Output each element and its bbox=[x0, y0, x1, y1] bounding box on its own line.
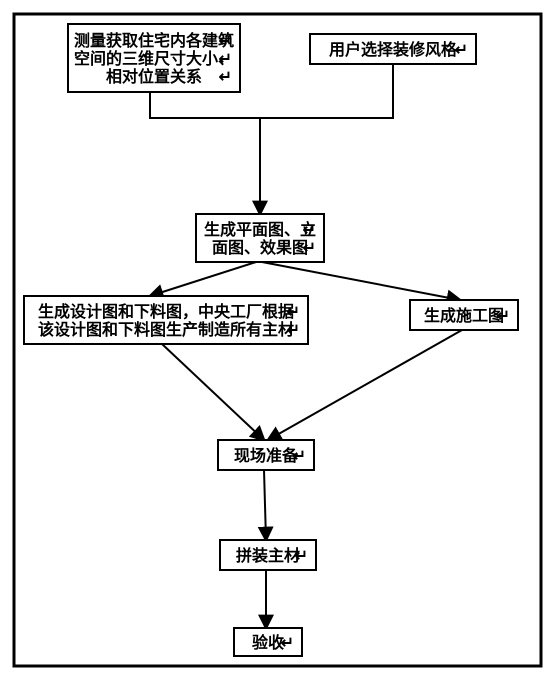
node-assemble-line0: 拼装主材 bbox=[236, 546, 300, 565]
node-genDesign-line1: 该设计图和下料图生产制造所有主材 bbox=[38, 320, 294, 339]
edge-genviews-to-constr bbox=[262, 262, 460, 300]
edge-constr-to-siteprep bbox=[268, 330, 462, 440]
flowchart-canvas: 测量获取住宅内各建筑↵空间的三维尺寸大小、↵相对位置关系↵用户选择装修风格↵生成… bbox=[0, 0, 555, 680]
node-genConstruction-line0: 生成施工图 bbox=[424, 306, 504, 325]
node-measure-return2: ↵ bbox=[219, 69, 232, 86]
node-accept-return0: ↵ bbox=[281, 635, 294, 652]
node-assemble-return0: ↵ bbox=[295, 548, 308, 565]
edge-measure-to-join bbox=[150, 92, 260, 118]
node-measure-line2: 相对位置关系 bbox=[106, 67, 202, 86]
node-selectStyle: 用户选择装修风格↵ bbox=[310, 34, 476, 64]
node-measure-line0: 测量获取住宅内各建筑 bbox=[74, 31, 234, 50]
node-measure-return1: ↵ bbox=[219, 51, 232, 68]
node-sitePrep-return0: ↵ bbox=[293, 448, 306, 465]
node-genDesign-return0: ↵ bbox=[287, 304, 300, 321]
edge-siteprep-to-asm bbox=[264, 470, 266, 540]
edge-design-to-siteprep bbox=[162, 344, 264, 440]
edge-genviews-to-design bbox=[150, 262, 256, 296]
node-measure: 测量获取住宅内各建筑↵空间的三维尺寸大小、↵相对位置关系↵ bbox=[68, 24, 240, 92]
node-selectStyle-return0: ↵ bbox=[455, 42, 468, 59]
node-sitePrep: 现场准备↵ bbox=[218, 440, 314, 470]
node-genViews: 生成平面图、立↵面图、效果图↵ bbox=[196, 214, 324, 262]
node-measure-line1: 空间的三维尺寸大小、 bbox=[74, 49, 234, 68]
node-assemble: 拼装主材↵ bbox=[220, 540, 316, 570]
node-genDesign: 生成设计图和下料图，中央工厂根据↵该设计图和下料图生产制造所有主材↵ bbox=[24, 296, 308, 344]
node-measure-return0: ↵ bbox=[219, 33, 232, 50]
node-genViews-line0: 生成平面图、立 bbox=[204, 220, 316, 239]
node-genConstruction-return0: ↵ bbox=[497, 308, 510, 325]
node-genDesign-return1: ↵ bbox=[287, 322, 300, 339]
node-genConstruction: 生成施工图↵ bbox=[410, 300, 518, 330]
node-accept: 验收↵ bbox=[234, 628, 302, 656]
node-genViews-line1: 面图、效果图 bbox=[212, 238, 308, 257]
node-genViews-return1: ↵ bbox=[303, 240, 316, 257]
node-genDesign-line0: 生成设计图和下料图，中央工厂根据 bbox=[38, 302, 294, 321]
node-sitePrep-line0: 现场准备 bbox=[234, 446, 299, 465]
node-selectStyle-line0: 用户选择装修风格 bbox=[329, 40, 458, 59]
edge-select-to-join bbox=[260, 64, 393, 118]
node-accept-line0: 验收 bbox=[252, 633, 284, 652]
node-genViews-return0: ↵ bbox=[303, 222, 316, 239]
